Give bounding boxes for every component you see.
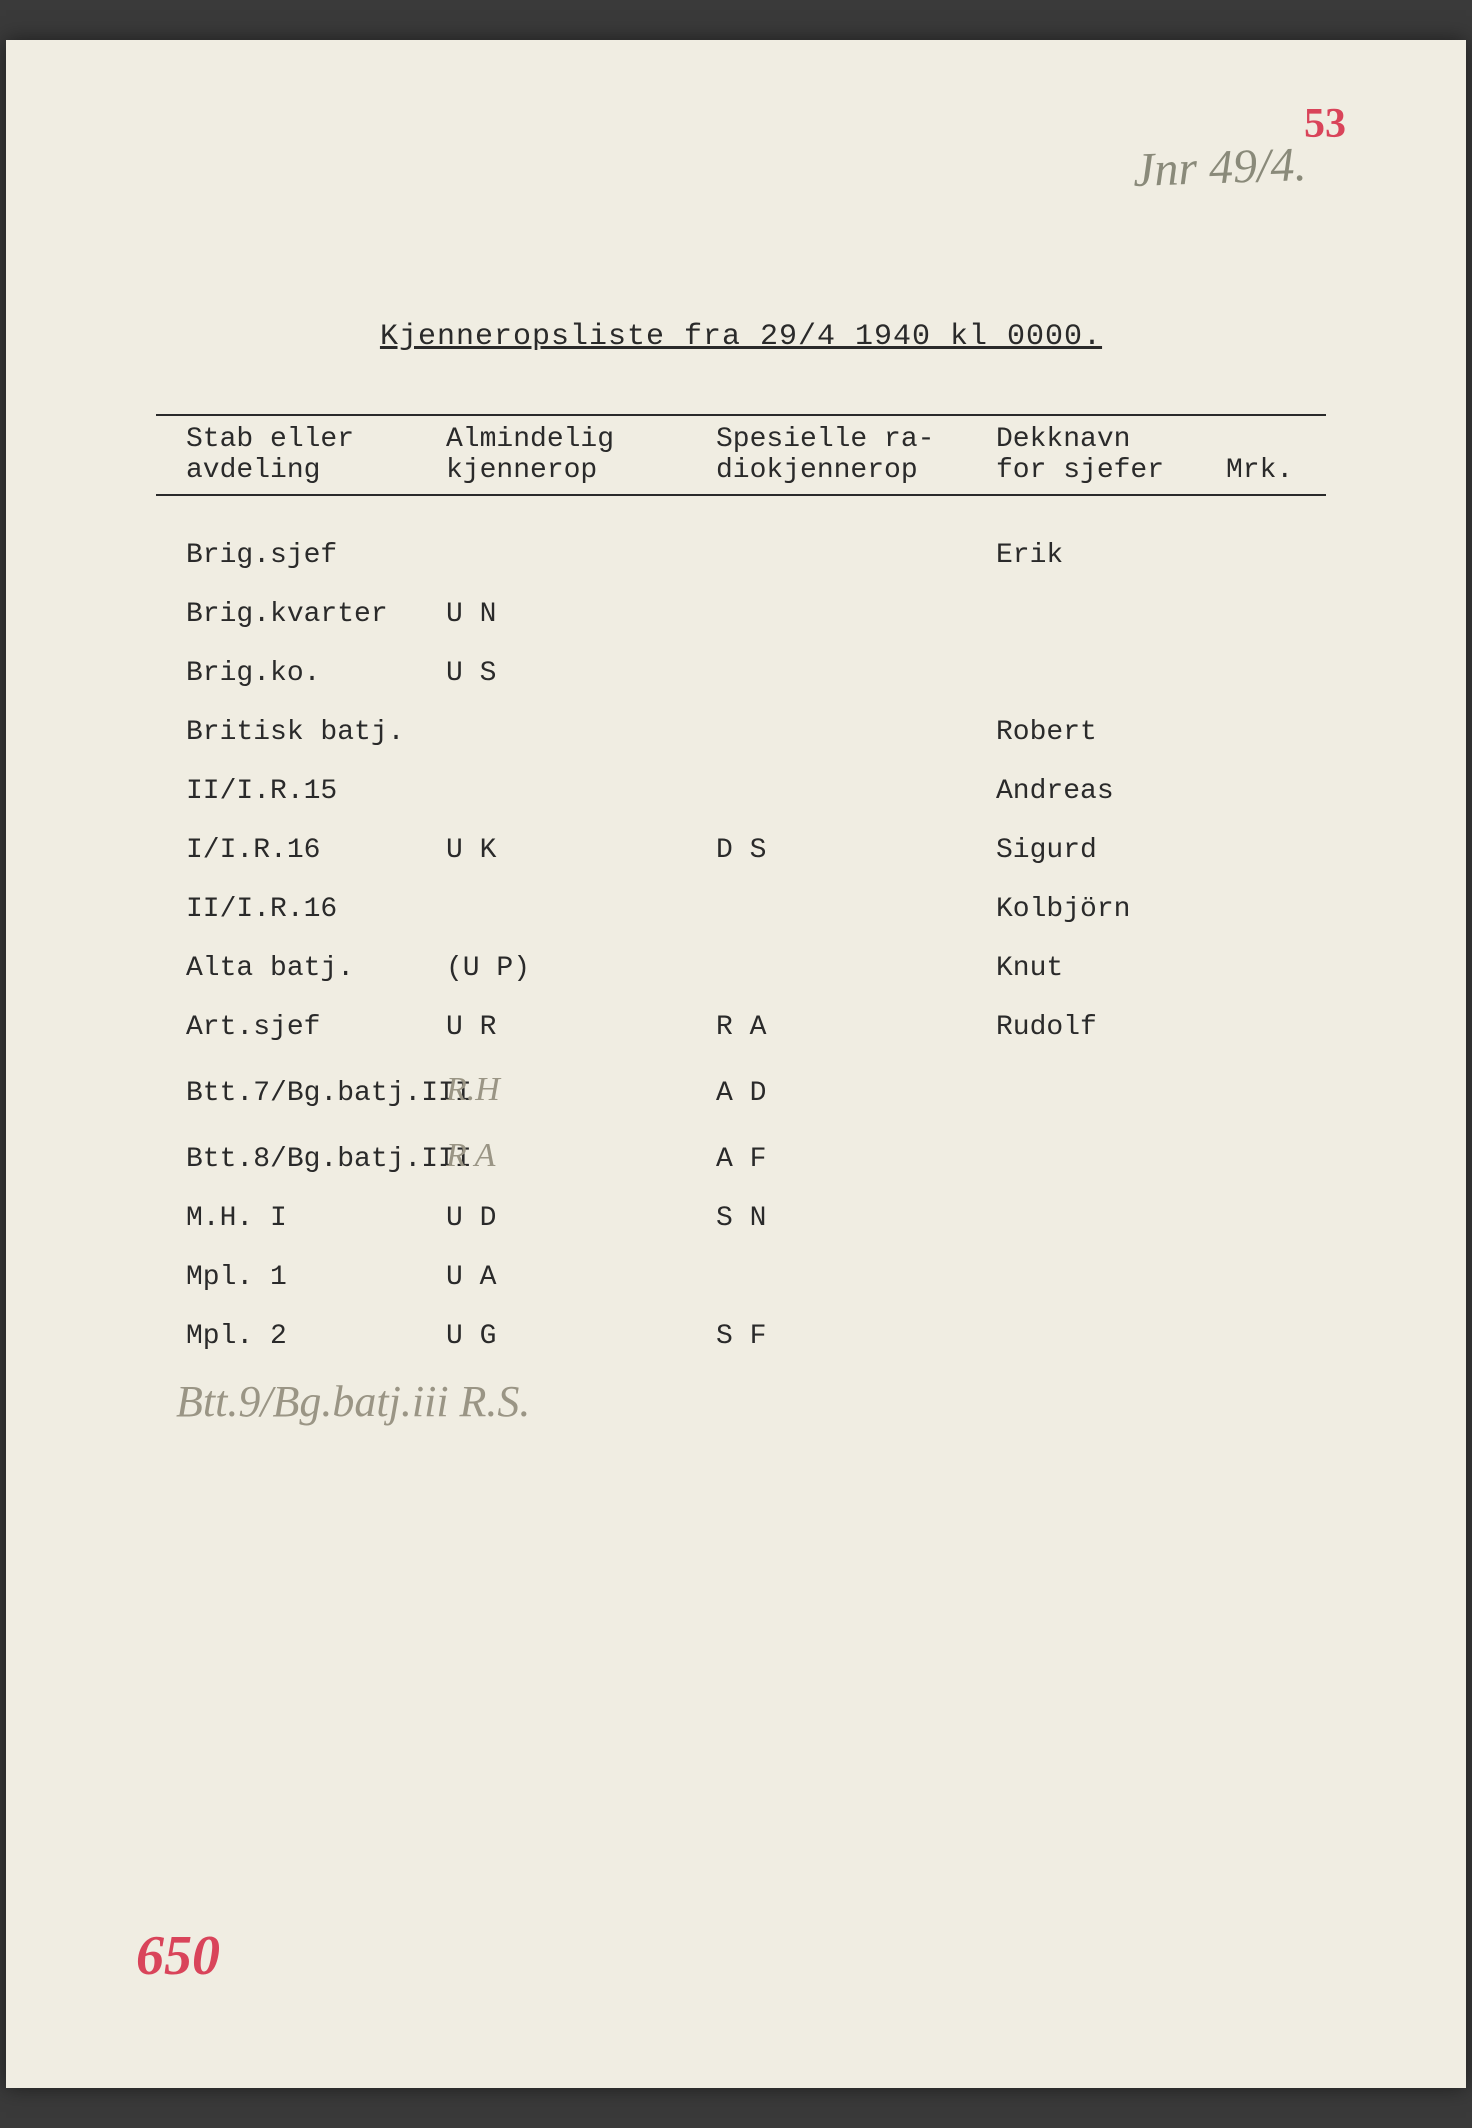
cell-radio: R A xyxy=(716,1012,996,1043)
callsign-table: Stab eller avdeling Almindelig kjennerop… xyxy=(156,414,1326,1427)
cell-radio: A F xyxy=(716,1144,996,1175)
cell-codename: Knut xyxy=(996,953,1226,984)
cell-unit: II/I.R.15 xyxy=(156,776,446,807)
cell-codename: Kolbjörn xyxy=(996,894,1226,925)
table-row: Art.sjefU RR ARudolf xyxy=(156,998,1326,1057)
cell-callsign: R.H xyxy=(446,1071,716,1109)
cell-unit: Brig.ko. xyxy=(156,658,446,689)
cell-radio: A D xyxy=(716,1078,996,1109)
cell-callsign: (U P) xyxy=(446,953,716,984)
cell-callsign: R A xyxy=(446,1137,716,1175)
table-row: Mpl. 1U A xyxy=(156,1248,1326,1307)
cell-radio: D S xyxy=(716,835,996,866)
document-title: Kjenneropsliste fra 29/4 1940 kl 0000. xyxy=(156,320,1326,354)
table-body: Brig.sjefErikBrig.kvarterU NBrig.ko.U SB… xyxy=(156,526,1326,1366)
table-row: Mpl. 2U GS F xyxy=(156,1307,1326,1366)
cell-radio: S N xyxy=(716,1203,996,1234)
cell-radio: S F xyxy=(716,1321,996,1352)
header-col-radio: Spesielle ra- diokjennerop xyxy=(716,424,996,486)
cell-codename: Rudolf xyxy=(996,1012,1226,1043)
handwritten-reference: Jnr 49/4. xyxy=(1132,137,1307,198)
cell-unit: Btt.7/Bg.batj.III xyxy=(156,1078,446,1109)
table-header: Stab eller avdeling Almindelig kjennerop… xyxy=(156,414,1326,496)
table-row: Btt.7/Bg.batj.IIIR.HA D xyxy=(156,1057,1326,1123)
table-row: I/I.R.16U KD SSigurd xyxy=(156,821,1326,880)
cell-unit: Brig.sjef xyxy=(156,540,446,571)
cell-unit: Btt.8/Bg.batj.III xyxy=(156,1144,446,1175)
handwritten-addition: Btt.9/Bg.batj.iii R.S. xyxy=(156,1376,1326,1427)
cell-unit: Alta batj. xyxy=(156,953,446,984)
table-row: M.H. IU DS N xyxy=(156,1189,1326,1248)
cell-codename: Andreas xyxy=(996,776,1226,807)
cell-callsign: U G xyxy=(446,1321,716,1352)
cell-callsign: U S xyxy=(446,658,716,689)
cell-unit: Mpl. 2 xyxy=(156,1321,446,1352)
table-row: Brig.kvarterU N xyxy=(156,585,1326,644)
table-row: Btt.8/Bg.batj.IIIR AA F xyxy=(156,1123,1326,1189)
cell-unit: II/I.R.16 xyxy=(156,894,446,925)
header-col-unit: Stab eller avdeling xyxy=(156,424,446,486)
cell-callsign: U N xyxy=(446,599,716,630)
page-number-top: 53 xyxy=(1304,100,1346,148)
cell-callsign: U A xyxy=(446,1262,716,1293)
cell-callsign: U D xyxy=(446,1203,716,1234)
header-col-callsign: Almindelig kjennerop xyxy=(446,424,716,486)
document-page: 53 Jnr 49/4. Kjenneropsliste fra 29/4 19… xyxy=(6,40,1466,2088)
cell-codename: Erik xyxy=(996,540,1226,571)
header-col-codename: Dekknavn for sjefer xyxy=(996,424,1226,486)
cell-unit: Art.sjef xyxy=(156,1012,446,1043)
table-row: Brig.ko.U S xyxy=(156,644,1326,703)
cell-unit: M.H. I xyxy=(156,1203,446,1234)
cell-unit: Mpl. 1 xyxy=(156,1262,446,1293)
cell-unit: I/I.R.16 xyxy=(156,835,446,866)
table-row: Britisk batj. Robert xyxy=(156,703,1326,762)
cell-unit: Britisk batj. xyxy=(156,717,446,748)
cell-callsign: U R xyxy=(446,1012,716,1043)
page-number-bottom: 650 xyxy=(136,1924,220,1988)
cell-codename: Robert xyxy=(996,717,1226,748)
table-row: Alta batj.(U P) Knut xyxy=(156,939,1326,998)
table-row: II/I.R.15 Andreas xyxy=(156,762,1326,821)
cell-unit: Brig.kvarter xyxy=(156,599,446,630)
cell-callsign: U K xyxy=(446,835,716,866)
table-row: Brig.sjef Erik xyxy=(156,526,1326,585)
table-row: II/I.R.16 Kolbjörn xyxy=(156,880,1326,939)
cell-codename: Sigurd xyxy=(996,835,1226,866)
header-col-remark: Mrk. xyxy=(1226,424,1326,486)
